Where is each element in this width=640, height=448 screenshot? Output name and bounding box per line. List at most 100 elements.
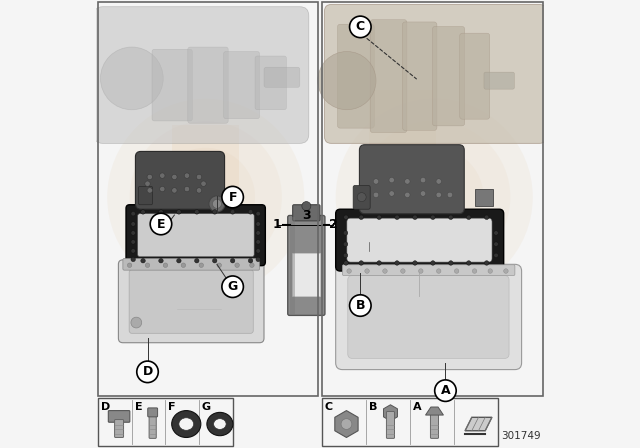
FancyBboxPatch shape <box>403 22 437 130</box>
Circle shape <box>256 222 260 226</box>
Circle shape <box>436 269 441 273</box>
Circle shape <box>302 202 311 211</box>
Circle shape <box>184 186 189 192</box>
Text: B: B <box>356 299 365 312</box>
Circle shape <box>343 253 348 258</box>
FancyBboxPatch shape <box>335 264 522 370</box>
FancyBboxPatch shape <box>123 258 260 270</box>
Circle shape <box>250 263 254 267</box>
Circle shape <box>349 295 371 316</box>
Text: C: C <box>325 402 333 412</box>
Circle shape <box>467 261 471 265</box>
Circle shape <box>401 269 405 273</box>
Ellipse shape <box>179 418 194 430</box>
Circle shape <box>343 231 348 235</box>
FancyBboxPatch shape <box>129 270 253 333</box>
Circle shape <box>131 240 136 244</box>
Text: F: F <box>168 402 175 412</box>
Ellipse shape <box>214 418 226 429</box>
Circle shape <box>431 261 435 265</box>
Circle shape <box>389 191 394 196</box>
Bar <box>323 398 499 446</box>
Circle shape <box>431 215 435 220</box>
FancyBboxPatch shape <box>431 414 438 438</box>
FancyBboxPatch shape <box>337 24 374 128</box>
Polygon shape <box>465 418 492 431</box>
Circle shape <box>217 263 221 267</box>
Text: E: E <box>157 217 165 231</box>
Circle shape <box>201 181 206 186</box>
Ellipse shape <box>207 412 233 435</box>
Circle shape <box>172 174 177 180</box>
Circle shape <box>129 121 282 273</box>
Text: G: G <box>227 280 238 293</box>
FancyBboxPatch shape <box>264 67 300 87</box>
Text: F: F <box>228 190 237 204</box>
Circle shape <box>256 249 260 253</box>
Circle shape <box>365 269 369 273</box>
Circle shape <box>131 231 136 235</box>
FancyBboxPatch shape <box>148 408 157 417</box>
Text: C: C <box>356 20 365 34</box>
Circle shape <box>454 269 459 273</box>
Circle shape <box>184 173 189 178</box>
Circle shape <box>159 173 165 178</box>
Bar <box>474 189 493 206</box>
Ellipse shape <box>172 410 201 437</box>
Circle shape <box>256 240 260 244</box>
Circle shape <box>377 261 381 265</box>
Circle shape <box>336 99 532 296</box>
Circle shape <box>436 179 442 184</box>
Circle shape <box>404 179 410 184</box>
Circle shape <box>156 148 255 246</box>
Circle shape <box>181 263 186 267</box>
Text: A: A <box>413 402 422 412</box>
Circle shape <box>137 361 158 383</box>
Circle shape <box>212 199 221 208</box>
FancyBboxPatch shape <box>255 56 287 110</box>
Circle shape <box>195 258 199 263</box>
Polygon shape <box>426 407 444 415</box>
Circle shape <box>212 258 217 263</box>
Circle shape <box>222 276 243 297</box>
Circle shape <box>494 231 499 235</box>
FancyBboxPatch shape <box>136 151 225 209</box>
FancyBboxPatch shape <box>324 4 546 143</box>
Circle shape <box>413 215 417 220</box>
Circle shape <box>147 174 152 180</box>
Circle shape <box>436 192 442 198</box>
Text: 1: 1 <box>272 217 281 231</box>
Text: D: D <box>142 365 153 379</box>
Circle shape <box>341 418 352 429</box>
Circle shape <box>373 192 379 198</box>
Circle shape <box>141 210 145 214</box>
Circle shape <box>467 215 471 220</box>
Circle shape <box>359 261 364 265</box>
Bar <box>292 253 321 296</box>
Circle shape <box>222 186 243 208</box>
Circle shape <box>420 191 426 196</box>
Circle shape <box>359 215 364 220</box>
Circle shape <box>209 196 225 212</box>
Circle shape <box>472 269 477 273</box>
Bar <box>323 2 543 396</box>
Circle shape <box>373 179 379 184</box>
Circle shape <box>196 174 202 180</box>
Circle shape <box>389 177 394 183</box>
Circle shape <box>131 249 136 253</box>
FancyBboxPatch shape <box>223 52 260 119</box>
Bar <box>98 398 233 446</box>
Circle shape <box>145 263 150 267</box>
FancyBboxPatch shape <box>108 410 130 422</box>
Circle shape <box>230 210 235 214</box>
Circle shape <box>377 215 381 220</box>
Circle shape <box>145 181 150 186</box>
Circle shape <box>230 258 235 263</box>
Circle shape <box>488 269 493 273</box>
Circle shape <box>347 269 351 273</box>
Circle shape <box>395 261 399 265</box>
Circle shape <box>141 258 145 263</box>
Circle shape <box>131 257 136 262</box>
FancyBboxPatch shape <box>347 218 492 262</box>
Circle shape <box>358 121 511 273</box>
